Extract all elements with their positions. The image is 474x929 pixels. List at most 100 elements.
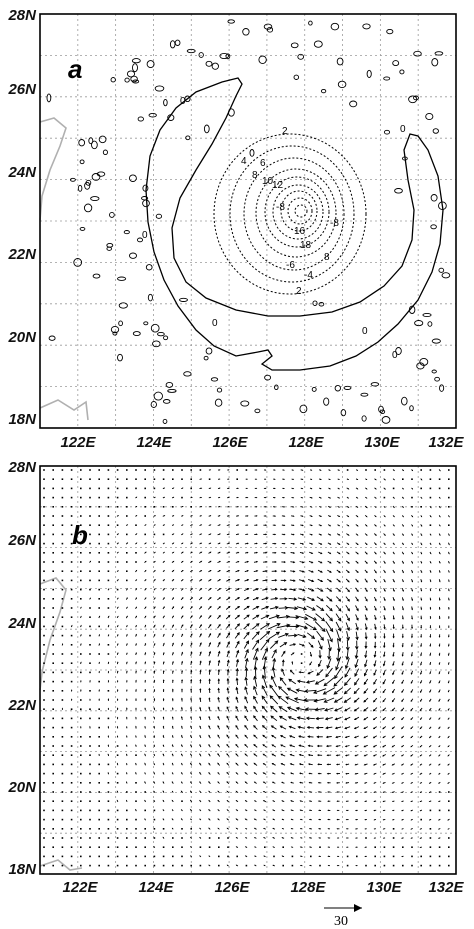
wind-vector xyxy=(190,734,193,739)
wind-vector xyxy=(382,688,386,694)
wind-vector xyxy=(271,772,276,775)
wind-vector xyxy=(162,716,165,720)
wind-vector xyxy=(364,819,367,821)
wind-vector xyxy=(420,625,423,629)
wind-vector xyxy=(447,763,450,766)
wind-vector xyxy=(272,837,276,839)
wind-vector xyxy=(235,762,239,766)
wind-vector xyxy=(268,614,280,620)
wind-vector xyxy=(171,734,174,738)
wind-vector xyxy=(226,687,230,694)
wind-vector xyxy=(208,706,211,712)
wind-vector xyxy=(244,790,248,794)
wind-vector xyxy=(411,560,413,564)
wind-vector-calm xyxy=(61,763,64,766)
wind-vector-calm xyxy=(172,469,174,471)
wind-vector-calm xyxy=(392,487,395,490)
wind-vector xyxy=(208,753,211,757)
wind-vector xyxy=(353,707,360,712)
wind-vector xyxy=(316,754,323,757)
wind-vector xyxy=(401,496,405,499)
wind-vector xyxy=(346,551,350,555)
noise-contour xyxy=(313,40,323,48)
wind-vector-calm xyxy=(98,791,100,793)
wind-vector xyxy=(392,469,395,472)
wind-vector-calm xyxy=(411,855,413,858)
wind-vector xyxy=(135,642,137,646)
wind-vector-calm xyxy=(107,552,110,554)
noise-contour xyxy=(167,114,175,121)
wind-vector xyxy=(281,809,285,812)
wind-vector xyxy=(190,551,193,554)
wind-vector xyxy=(383,524,386,527)
wind-vector xyxy=(153,725,156,729)
noise-contour xyxy=(110,325,120,334)
wind-vector xyxy=(300,469,304,471)
wind-vector-calm xyxy=(116,837,119,839)
wind-vector xyxy=(260,614,270,620)
wind-vector xyxy=(327,533,332,536)
wind-vector xyxy=(162,836,165,839)
wind-vector-calm xyxy=(52,579,54,582)
wind-vector xyxy=(298,763,304,766)
wind-vector xyxy=(153,799,156,803)
wind-vector xyxy=(392,670,395,676)
wind-vector xyxy=(263,533,268,536)
wind-vector xyxy=(291,469,295,471)
wind-vector xyxy=(345,639,350,651)
wind-vector xyxy=(135,716,137,720)
wind-vector xyxy=(171,744,174,748)
wind-vector-calm xyxy=(70,598,73,600)
noise-contour xyxy=(211,62,219,70)
wind-vector xyxy=(208,725,211,730)
wind-vector xyxy=(107,725,109,729)
wind-vector-calm xyxy=(107,515,110,517)
wind-vector xyxy=(116,707,119,711)
panel-label-b: b xyxy=(72,520,88,550)
noise-contour xyxy=(48,335,56,341)
wind-vector-calm xyxy=(70,671,73,674)
noise-contour xyxy=(432,128,439,134)
wind-vector xyxy=(447,708,450,711)
wind-vector xyxy=(162,734,165,739)
wind-vector xyxy=(364,578,368,583)
wind-vector-calm xyxy=(135,855,137,858)
wind-vector-calm xyxy=(162,864,165,867)
wind-vector-calm xyxy=(107,607,110,609)
noise-contour xyxy=(147,293,153,302)
noise-contour xyxy=(381,416,391,424)
wind-vector xyxy=(346,542,350,546)
wind-vector xyxy=(411,515,414,518)
noise-contour xyxy=(73,258,83,267)
wind-vector xyxy=(244,588,250,592)
noise-contour xyxy=(96,171,106,177)
wind-vector-calm xyxy=(107,542,110,545)
wind-vector xyxy=(447,634,450,638)
noise-contour xyxy=(203,355,209,361)
noise-contour xyxy=(379,409,386,415)
wind-vector-calm xyxy=(52,772,54,775)
wind-vector xyxy=(363,669,368,677)
wind-vector xyxy=(373,578,377,583)
wind-vector xyxy=(126,652,128,655)
wind-vector xyxy=(401,661,404,666)
wind-vector xyxy=(281,561,286,564)
wind-vector xyxy=(288,725,296,730)
wind-vector-calm xyxy=(43,828,45,830)
wind-vector xyxy=(401,551,404,555)
noise-contour xyxy=(110,77,116,83)
wind-vector xyxy=(327,828,331,830)
wind-vector xyxy=(346,496,350,499)
wind-vector-calm xyxy=(43,754,45,756)
wind-vector xyxy=(281,790,285,793)
wind-vector xyxy=(280,579,287,582)
wind-vector-calm xyxy=(43,699,45,701)
wind-vector xyxy=(244,762,248,766)
wind-vector xyxy=(172,679,174,683)
wind-vector xyxy=(226,753,230,757)
wind-vector-calm xyxy=(70,782,73,784)
wind-vector xyxy=(383,578,386,583)
wind-vector xyxy=(262,665,267,679)
wind-vector xyxy=(153,615,156,619)
wind-vector xyxy=(116,725,119,729)
